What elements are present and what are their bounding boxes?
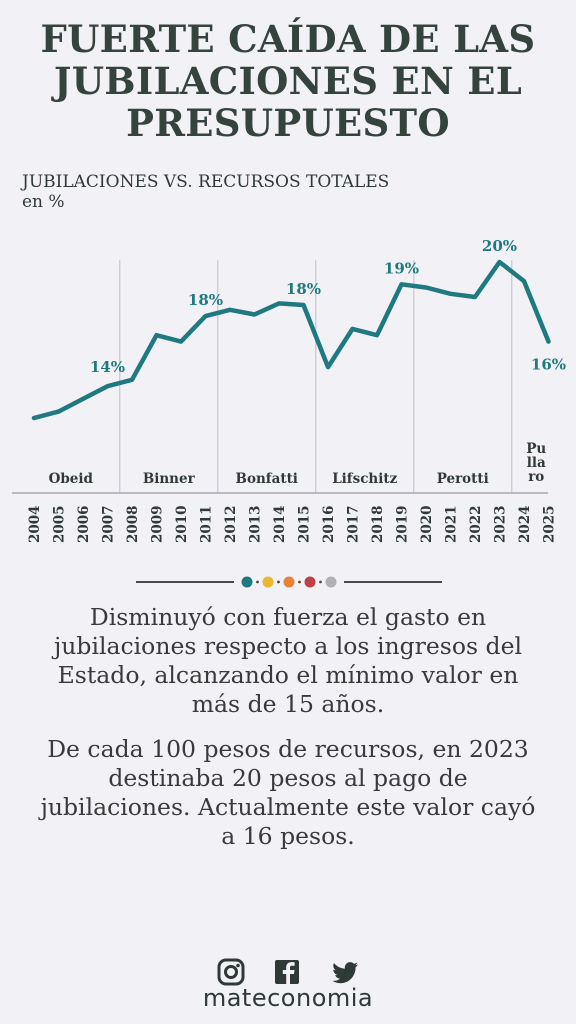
summary-paragraph-2: De cada 100 pesos de recursos, en 2023 d… [40,735,536,850]
data-label: 18% [286,280,321,298]
divider-dot-spacer [298,580,301,584]
title-line: FUERTE CAÍDA DE LAS [40,17,536,61]
divider-dot-spacer [256,580,259,584]
data-label: 14% [90,358,125,376]
summary-paragraph-1: Disminuyó con fuerza el gasto en jubilac… [54,603,522,718]
x-tick-label: 2015 [297,505,313,543]
data-label: 19% [384,259,419,277]
x-tick-label: 2009 [150,505,166,543]
period-label: Lifschitz [332,471,397,487]
divider-dot-spacer [277,580,280,584]
x-tick-label: 2023 [493,505,509,543]
period-label: ro [528,469,544,485]
period-label: lla [527,455,546,471]
line-chart: Obeid Binner Bonfatti Lifschitz Perotti Pulla… [12,237,566,543]
divider-dot [304,576,316,588]
x-tick-label: 2016 [321,505,337,543]
series-line [31,259,551,421]
period-label: Pu [526,441,546,457]
x-tick-label: 2011 [199,505,215,543]
chart-unit: en % [22,192,65,212]
divider-dot [262,576,274,588]
social-icons [217,958,358,986]
x-tick-label: 2025 [542,505,558,543]
period-label: Bonfatti [236,471,298,487]
x-tick-label: 2020 [419,505,435,543]
x-tick-label: 2024 [517,505,533,543]
chart-title: FUERTE CAÍDA DE LAS JUBILACIONES EN EL P… [0,18,576,144]
data-label: 16% [531,356,566,374]
x-tick-label: 2018 [370,505,386,543]
instagram-icon[interactable] [217,958,245,986]
divider-dot [241,576,253,588]
twitter-icon[interactable] [332,962,358,984]
period-label: Perotti [437,471,489,487]
x-tick-label: 2010 [174,505,190,543]
x-tick-label: 2007 [101,505,117,543]
x-tick-label: 2013 [248,505,264,543]
divider-dot-spacer [319,580,322,584]
decorative-divider [136,576,442,588]
x-tick-label: 2008 [125,505,141,543]
chart-subtitle: JUBILACIONES VS. RECURSOS TOTALES [22,172,390,192]
x-tick-label: 2017 [346,505,362,543]
data-label: 18% [188,291,223,309]
facebook-icon[interactable] [275,960,299,984]
x-tick-label: 2021 [444,505,460,543]
divider-dot [325,576,337,588]
x-tick-label: 2014 [272,505,288,543]
x-tick-label: 2012 [223,505,239,543]
title-line: JUBILACIONES EN EL [53,59,523,103]
period-label: Obeid [49,471,94,487]
divider-dot [283,576,295,588]
x-tick-label: 2004 [27,505,43,543]
title-line: PRESUPUESTO [126,101,450,145]
x-tick-label: 2019 [395,505,411,543]
x-tick-label: 2006 [76,505,92,543]
x-tick-label: 2005 [52,505,68,543]
x-tick-label: 2022 [468,505,484,543]
period-label: Binner [143,471,196,487]
data-label: 20% [482,237,517,255]
brand-logo-text: mateconomia [202,984,374,1012]
